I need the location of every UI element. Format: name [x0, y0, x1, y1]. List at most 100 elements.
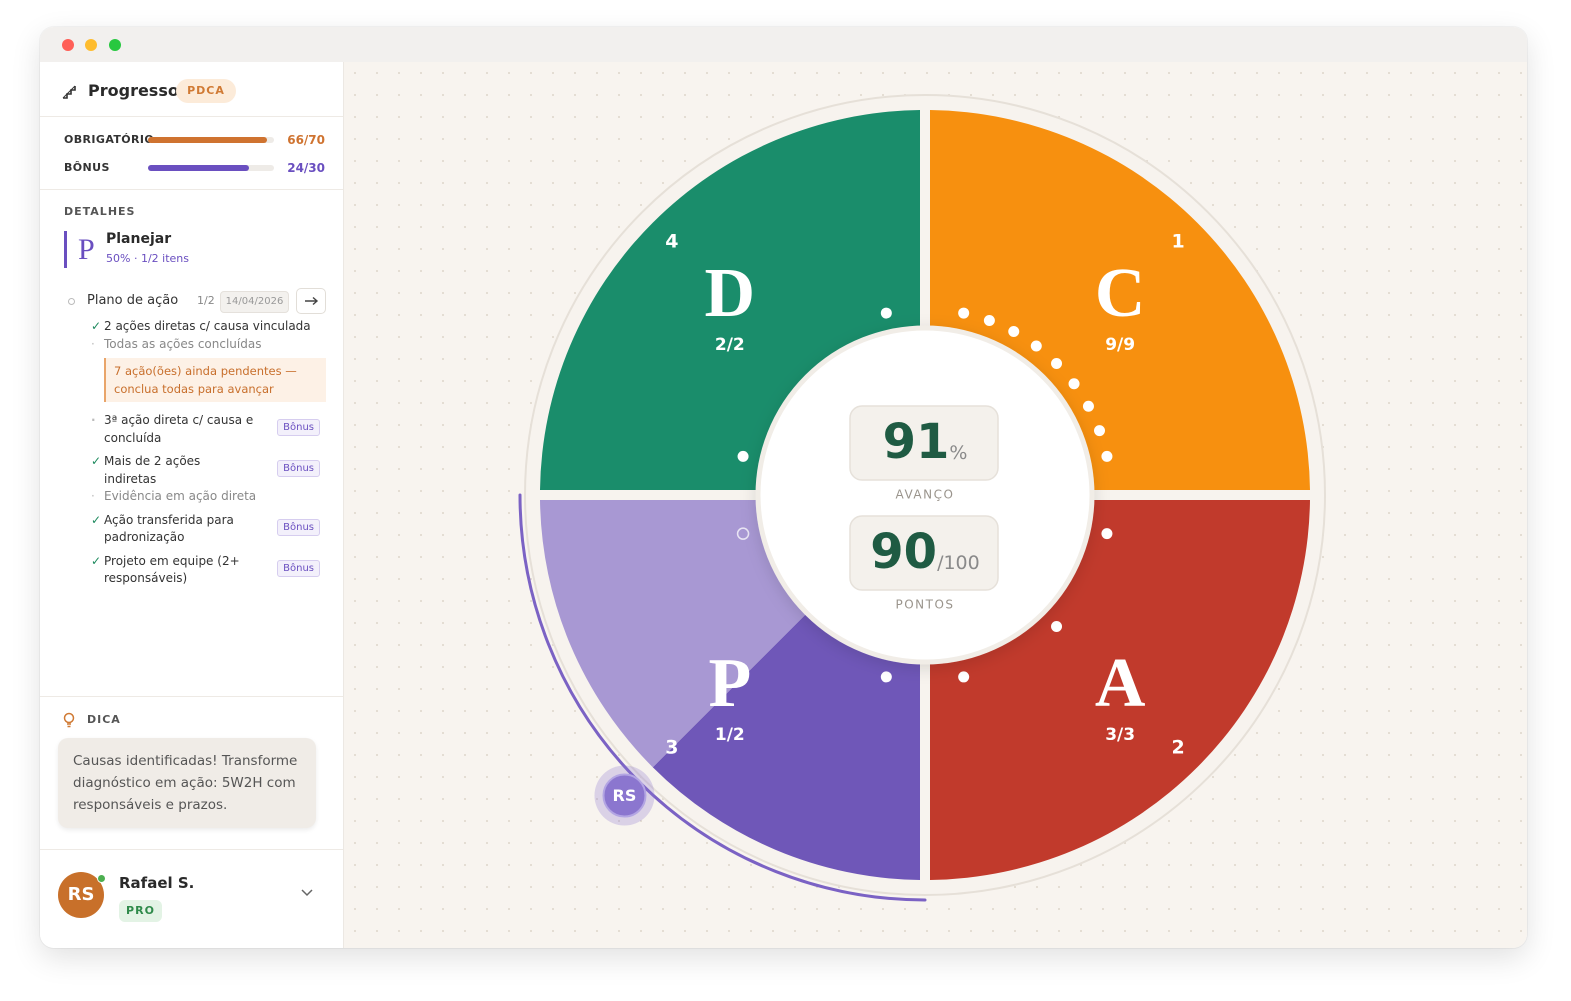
status-icon: ✓ — [91, 319, 102, 333]
phase-summary: 50% · 1/2 itens — [106, 252, 189, 265]
item-dot-done — [1101, 450, 1113, 462]
item-dot-done — [958, 671, 970, 683]
criteria-text: Mais de 2 ações indiretas — [104, 454, 201, 486]
sidebar-title: Progresso — [88, 81, 179, 100]
phase-score: 2/2 — [715, 335, 745, 355]
phase-letter: A — [1095, 645, 1146, 722]
tip-text: Causas identificadas! Transforme diagnós… — [58, 738, 316, 828]
note-bullet: · — [91, 336, 95, 351]
user-avatar[interactable]: RS — [58, 872, 104, 918]
criteria-list: ✓ 2 ações diretas c/ causa vinculada Todas… — [87, 318, 327, 594]
center-plate — [755, 325, 1095, 665]
criteria-item: ✓ Projeto em equipe (2+ responsáveis) Bônu… — [87, 553, 327, 588]
phase-accent — [64, 231, 67, 268]
phase-order: 2 — [1172, 737, 1185, 759]
user-menu-chevron[interactable] — [300, 888, 314, 898]
method-badge: PDCA — [176, 79, 236, 103]
status-icon: ✓ — [91, 512, 102, 527]
item-dot-done — [1101, 528, 1113, 540]
phase-name: Planejar — [106, 231, 172, 247]
bonus-badge: Bônus — [277, 518, 320, 536]
progress-label: BÔNUS — [64, 161, 110, 174]
progress-value: 24/30 — [287, 161, 325, 175]
bonus-badge: Bônus — [277, 559, 320, 577]
bulb-icon — [63, 712, 75, 728]
stat-number: 90 — [870, 524, 937, 580]
stat-value: 91% — [883, 414, 968, 470]
phase-letter: C — [1095, 255, 1146, 332]
phase-segment-done — [930, 500, 1310, 880]
marker-dot — [602, 773, 647, 818]
item-dot-done — [880, 671, 892, 683]
status-icon: ✓ — [91, 553, 102, 568]
task-open-button[interactable] — [296, 288, 326, 314]
task-count: 1/2 — [197, 294, 215, 307]
criteria-note: Todas as ações concluídas · — [91, 336, 327, 354]
progress-value: 66/70 — [287, 133, 325, 147]
progress-track — [148, 165, 274, 171]
criteria-note: Evidência em ação direta · — [91, 488, 327, 506]
stat-label: PONTOS — [895, 598, 954, 612]
task-date: 14/04/2026 — [220, 291, 289, 313]
item-dot-done — [1051, 621, 1063, 633]
progress-icon — [62, 85, 76, 99]
title-bar — [40, 27, 1527, 62]
zoom-button[interactable] — [109, 39, 121, 51]
phase-segment-done — [540, 110, 920, 490]
item-dot-done — [1030, 340, 1042, 352]
bonus-badge: Bônus — [277, 460, 320, 477]
close-button[interactable] — [62, 39, 74, 51]
item-dot-done — [1051, 357, 1063, 369]
phase-segment-remaining — [540, 500, 812, 768]
phase-order: 3 — [665, 737, 678, 759]
arrow-icon — [305, 296, 319, 306]
criteria-text: Ação transferida para padronização — [104, 512, 234, 545]
divider — [40, 116, 343, 117]
phase-order: 1 — [1172, 230, 1185, 252]
status-icon: · — [91, 413, 96, 427]
criteria-text: Projeto em equipe (2+ responsáveis) — [104, 553, 240, 586]
criteria-item: ✓ Mais de 2 ações indiretas Evidência em a… — [87, 453, 327, 506]
sidebar: Progresso PDCA OBRIGATÓRIO 66/70 BÔNUS 24/3… — [40, 62, 344, 948]
phase-letter: D — [705, 255, 756, 332]
plan-badge: PRO — [119, 900, 162, 922]
minimize-button[interactable] — [85, 39, 97, 51]
stat-box — [849, 405, 999, 481]
marker-initials: RS — [613, 786, 637, 805]
phase-score: 1/2 — [715, 725, 745, 745]
phase-order: 4 — [665, 230, 678, 252]
criteria-item: · 3ª ação direta c/ causa e concluída Bônu… — [87, 412, 327, 447]
stat-unit: % — [949, 442, 967, 464]
divider — [40, 849, 343, 850]
status-icon: ✓ — [91, 454, 102, 468]
phase-segment-done — [652, 608, 920, 880]
stat-box — [849, 515, 999, 591]
pdca-wheel: P 1/2 3 RS D 2/2 4 C 9/9 1 A 3/3 2 91% AVANÇO 90/100 PON… — [518, 94, 1326, 902]
phase-score: 9/9 — [1105, 335, 1135, 355]
user-name: Rafael S. — [119, 874, 195, 892]
divider — [40, 189, 343, 190]
note-bullet: · — [91, 489, 95, 503]
user-marker[interactable]: RS — [594, 765, 655, 826]
phase-segment-done — [930, 110, 1310, 490]
item-dot-done — [958, 307, 970, 319]
item-dot-done — [1068, 378, 1080, 390]
phase-letter: P — [78, 233, 95, 266]
item-dot-done — [880, 307, 892, 319]
phase-score: 3/3 — [1105, 725, 1135, 745]
item-dot-done — [1094, 425, 1106, 437]
stat-label: AVANÇO — [896, 488, 955, 502]
stat-value: 90/100 — [870, 524, 979, 580]
criteria-item: ✓ 2 ações diretas c/ causa vinculada Todas… — [87, 318, 327, 402]
stat-unit: /100 — [937, 552, 980, 574]
main-canvas: P 1/2 3 RS D 2/2 4 C 9/9 1 A 3/3 2 91% AVANÇO 90/100 PON… — [344, 62, 1527, 948]
progress-fill — [148, 165, 249, 171]
criteria-alert: 7 ação(ões) ainda pendentes — conclua to… — [104, 358, 326, 402]
stat-number: 91 — [883, 414, 950, 470]
criteria-text: 2 ações diretas c/ causa vinculada — [104, 319, 311, 333]
task-name[interactable]: Plano de ação — [87, 293, 179, 308]
progress-fill — [148, 137, 267, 143]
item-dot-done — [1008, 326, 1020, 338]
